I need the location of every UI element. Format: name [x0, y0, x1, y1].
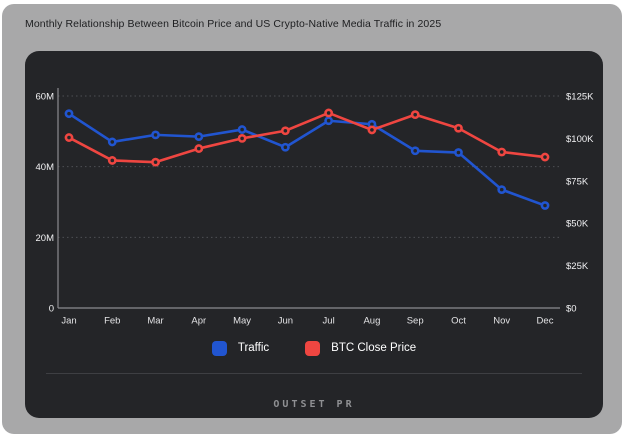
x-axis-label-May: May [233, 316, 251, 327]
btc-close-price-point-center-Oct [456, 126, 461, 131]
x-axis-label-Apr: Apr [191, 316, 206, 327]
x-axis-label-Dec: Dec [537, 316, 554, 327]
outset-pr-logo: OUTSET PR [273, 399, 355, 410]
right-axis-tick-$75K: $75K [566, 176, 589, 187]
traffic-point-center-Dec [543, 203, 547, 208]
traffic-point-center-Aug [370, 122, 374, 127]
btc-close-price-point-center-May [240, 136, 244, 141]
left-axis-tick-40M: 40M [36, 162, 55, 173]
traffic-btc-line-chart: 0 20M 40M 60M $0 $25K $50K $75K $100K $125K Jan Feb… [36, 88, 594, 327]
btc-close-price-point-center-Mar [153, 160, 158, 164]
traffic-point-center-Apr [197, 134, 201, 139]
x-axis-label-Feb: Feb [104, 316, 120, 327]
traffic-point-center-Jun [283, 145, 288, 150]
right-axis-tick-$125K: $125K [566, 92, 594, 103]
traffic-point-center-Feb [110, 140, 115, 144]
x-axis-label-Oct: Oct [451, 316, 466, 327]
x-axis-label-Sep: Sep [407, 316, 424, 327]
chart-legend: Traffic BTC Close Price [25, 339, 603, 357]
x-axis-label-Jul: Jul [323, 316, 335, 327]
btc-legend-label: BTC Close Price [331, 342, 417, 354]
right-axis-tick-$50K: $50K [566, 219, 589, 230]
btc-close-price-point-center-Nov [499, 150, 504, 154]
traffic-point-center-Sep [413, 148, 417, 153]
traffic-legend-label: Traffic [237, 342, 270, 354]
right-axis-tick-$100K: $100K [566, 134, 594, 145]
traffic-point-center-Jul [326, 118, 331, 123]
btc-close-price-point-center-Jan [67, 135, 71, 140]
btc-close-price-point-center-Sep [413, 112, 417, 117]
chart-title: Monthly Relationship Between Bitcoin Pri… [25, 18, 442, 30]
x-axis-label-Jun: Jun [278, 316, 293, 327]
btc-close-price-line [67, 111, 547, 164]
traffic-point-center-Mar [153, 133, 158, 137]
btc-close-price-point-center-Dec [543, 155, 547, 159]
btc-close-price-point-center-Jun [283, 128, 288, 133]
legend-item-traffic[interactable]: Traffic [211, 340, 270, 356]
traffic-point-center-May [240, 127, 244, 132]
traffic-point-center-Oct [456, 150, 461, 155]
right-axis-tick-$25K: $25K [566, 261, 589, 272]
btc-legend-swatch [305, 340, 321, 356]
btc-close-price-point-center-Jul [326, 111, 331, 115]
footer-divider [46, 373, 582, 374]
btc-close-price-point-center-Apr [197, 146, 201, 151]
x-axis-label-Nov: Nov [493, 316, 510, 327]
btc-close-price-point-center-Feb [110, 158, 115, 163]
traffic-legend-swatch [211, 340, 227, 356]
right-axis-tick-$0: $0 [566, 304, 577, 315]
traffic-point-center-Nov [499, 187, 504, 192]
left-axis-tick-0: 0 [49, 304, 54, 315]
legend-item-btc-close-price[interactable]: BTC Close Price [305, 340, 417, 356]
chart-card: 0 20M 40M 60M $0 $25K $50K $75K $100K $125K Jan Feb… [25, 51, 603, 418]
x-axis-label-Mar: Mar [147, 316, 163, 327]
x-axis-label-Aug: Aug [363, 316, 380, 327]
btc-close-price-point-center-Aug [370, 128, 374, 132]
left-axis-tick-20M: 20M [36, 233, 55, 244]
left-axis-tick-60M: 60M [36, 92, 55, 103]
traffic-line [67, 112, 547, 207]
traffic-point-center-Jan [67, 111, 71, 116]
x-axis-label-Jan: Jan [61, 316, 76, 327]
